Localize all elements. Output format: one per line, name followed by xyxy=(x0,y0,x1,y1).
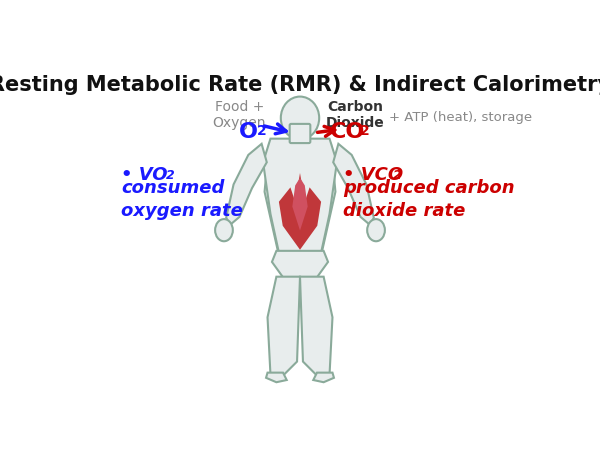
Ellipse shape xyxy=(367,219,385,241)
Text: CO: CO xyxy=(330,122,365,142)
Text: Resting Metabolic Rate (RMR) & Indirect Calorimetry: Resting Metabolic Rate (RMR) & Indirect … xyxy=(0,75,600,95)
Text: O: O xyxy=(239,122,258,142)
Text: 2: 2 xyxy=(257,124,267,138)
Polygon shape xyxy=(272,251,328,280)
Polygon shape xyxy=(333,144,374,225)
Polygon shape xyxy=(300,276,332,375)
Text: 2: 2 xyxy=(166,169,175,182)
Polygon shape xyxy=(263,139,337,255)
Polygon shape xyxy=(279,173,321,250)
Text: consumed
oxygen rate: consumed oxygen rate xyxy=(121,178,243,220)
Ellipse shape xyxy=(215,219,233,241)
Polygon shape xyxy=(266,373,287,382)
FancyBboxPatch shape xyxy=(290,124,310,143)
Text: + ATP (heat), storage: + ATP (heat), storage xyxy=(389,111,532,124)
Text: • VCO: • VCO xyxy=(343,166,403,184)
Text: 2: 2 xyxy=(393,169,402,182)
Text: Carbon
Dioxide: Carbon Dioxide xyxy=(326,99,385,130)
Ellipse shape xyxy=(281,97,319,139)
Polygon shape xyxy=(226,144,267,225)
Polygon shape xyxy=(265,144,335,251)
Polygon shape xyxy=(313,373,334,382)
Text: • VO: • VO xyxy=(121,166,168,184)
Text: 2: 2 xyxy=(360,124,370,138)
Text: produced carbon
dioxide rate: produced carbon dioxide rate xyxy=(343,178,514,220)
Polygon shape xyxy=(292,178,308,231)
Polygon shape xyxy=(268,276,300,375)
Text: Food +
Oxygen: Food + Oxygen xyxy=(213,99,266,130)
